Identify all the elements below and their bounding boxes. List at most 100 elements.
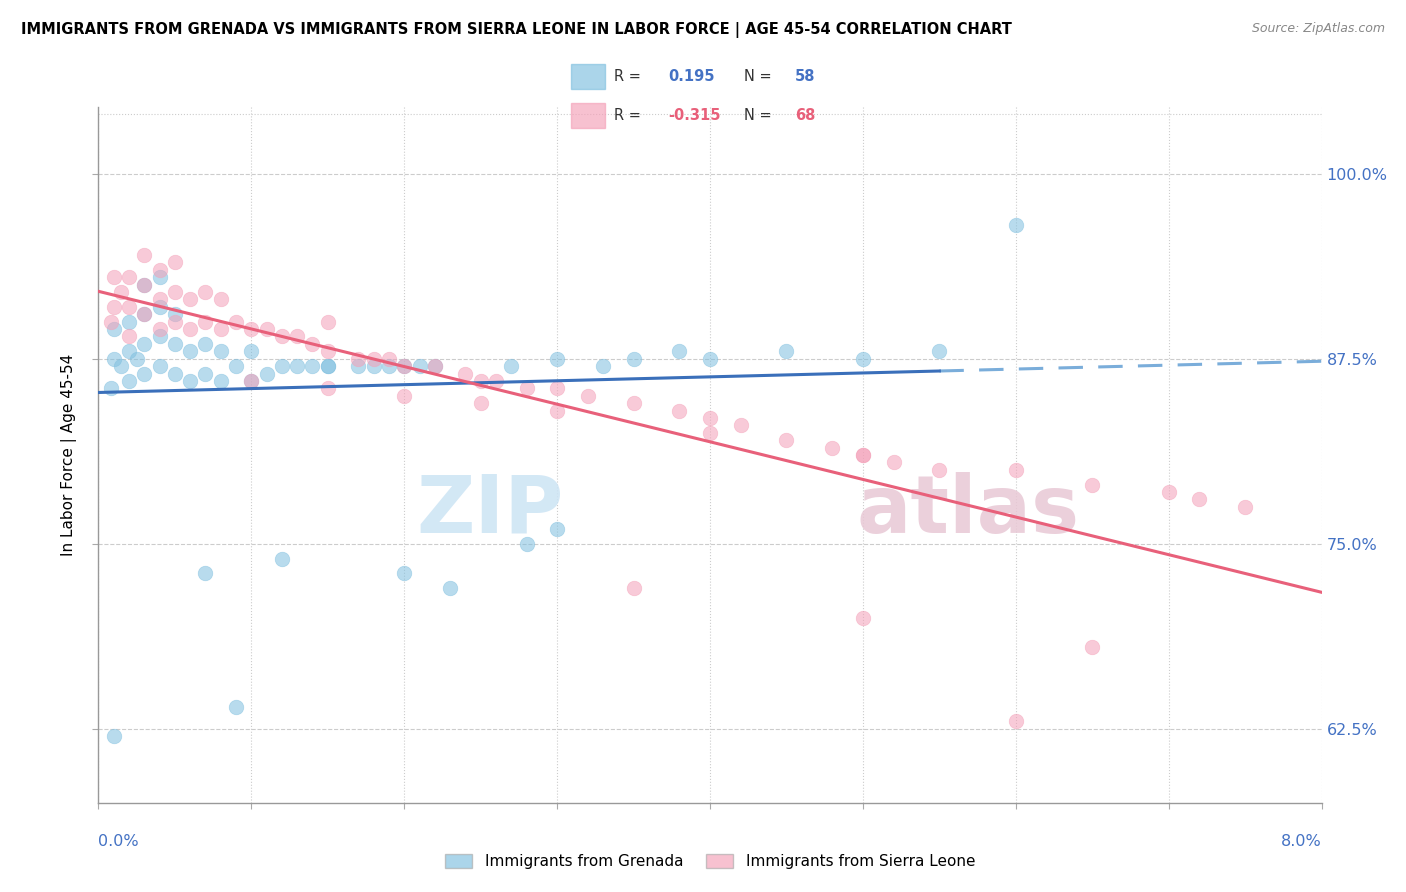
Point xyxy=(623,351,645,366)
Point xyxy=(149,293,172,307)
Point xyxy=(821,441,844,455)
Point xyxy=(316,359,339,373)
Point xyxy=(179,293,201,307)
Point xyxy=(103,270,125,285)
Point xyxy=(240,322,263,336)
Point xyxy=(134,307,156,321)
Point xyxy=(163,285,186,299)
Point xyxy=(301,359,323,373)
Point xyxy=(209,293,232,307)
Point xyxy=(546,381,568,395)
Point xyxy=(516,537,538,551)
Text: IMMIGRANTS FROM GRENADA VS IMMIGRANTS FROM SIERRA LEONE IN LABOR FORCE | AGE 45-: IMMIGRANTS FROM GRENADA VS IMMIGRANTS FR… xyxy=(21,22,1012,38)
Text: 58: 58 xyxy=(796,69,815,84)
Point xyxy=(149,263,172,277)
Point xyxy=(270,551,294,566)
Point xyxy=(225,359,247,373)
Point xyxy=(775,433,797,447)
Point xyxy=(699,351,721,366)
Point xyxy=(392,359,416,373)
Point xyxy=(1081,477,1104,491)
Y-axis label: In Labor Force | Age 45-54: In Labor Force | Age 45-54 xyxy=(60,354,77,556)
Point xyxy=(100,381,122,395)
Point xyxy=(149,322,172,336)
Point xyxy=(179,374,201,388)
Point xyxy=(225,315,247,329)
Point xyxy=(392,389,416,403)
Point xyxy=(103,729,125,743)
Point xyxy=(103,322,125,336)
Text: atlas: atlas xyxy=(856,472,1080,549)
Point xyxy=(1004,463,1026,477)
Point xyxy=(225,699,247,714)
Point xyxy=(209,344,232,359)
Point xyxy=(118,315,141,329)
Point xyxy=(285,359,308,373)
Point xyxy=(118,300,141,314)
Point xyxy=(1081,640,1104,655)
Point xyxy=(592,359,614,373)
Point xyxy=(378,359,401,373)
Point xyxy=(110,285,132,299)
Point xyxy=(316,359,339,373)
Point xyxy=(163,315,186,329)
Point xyxy=(110,359,132,373)
Point xyxy=(501,359,523,373)
Text: 8.0%: 8.0% xyxy=(1281,834,1322,849)
Point xyxy=(668,403,690,417)
Point xyxy=(118,270,141,285)
Point xyxy=(623,581,645,595)
Text: N =: N = xyxy=(744,108,776,123)
Point xyxy=(546,522,568,536)
Text: 0.0%: 0.0% xyxy=(98,834,139,849)
Point xyxy=(730,418,752,433)
Point xyxy=(1004,219,1026,233)
Point xyxy=(179,344,201,359)
Point xyxy=(270,329,294,343)
Text: Source: ZipAtlas.com: Source: ZipAtlas.com xyxy=(1251,22,1385,36)
Point xyxy=(378,351,401,366)
Point xyxy=(668,344,690,359)
Point xyxy=(439,581,461,595)
Legend: Immigrants from Grenada, Immigrants from Sierra Leone: Immigrants from Grenada, Immigrants from… xyxy=(439,848,981,875)
Point xyxy=(1004,714,1026,729)
Point xyxy=(516,381,538,395)
Point xyxy=(125,351,148,366)
Point xyxy=(163,367,186,381)
Point xyxy=(392,566,416,581)
Point xyxy=(163,307,186,321)
Point xyxy=(194,337,217,351)
Point xyxy=(179,322,201,336)
Point xyxy=(301,337,323,351)
Point xyxy=(285,329,308,343)
Point xyxy=(134,277,156,292)
Point xyxy=(1188,492,1211,507)
Point xyxy=(928,344,950,359)
Point xyxy=(149,359,172,373)
Point xyxy=(883,455,905,469)
Point xyxy=(852,611,875,625)
Point xyxy=(163,337,186,351)
Point xyxy=(408,359,430,373)
Point xyxy=(316,381,339,395)
Text: ZIP: ZIP xyxy=(416,472,564,549)
Point xyxy=(194,285,217,299)
Point xyxy=(852,351,875,366)
Point xyxy=(852,448,875,462)
Point xyxy=(699,425,721,440)
Point xyxy=(240,374,263,388)
Point xyxy=(149,329,172,343)
Text: -0.315: -0.315 xyxy=(668,108,721,123)
Point xyxy=(347,351,370,366)
Point xyxy=(454,367,477,381)
Point xyxy=(363,359,385,373)
Point xyxy=(576,389,599,403)
Text: R =: R = xyxy=(614,108,645,123)
Point xyxy=(316,344,339,359)
Text: 68: 68 xyxy=(796,108,815,123)
Point xyxy=(240,374,263,388)
Point xyxy=(103,300,125,314)
Point xyxy=(194,566,217,581)
Point xyxy=(100,315,122,329)
Point xyxy=(134,337,156,351)
